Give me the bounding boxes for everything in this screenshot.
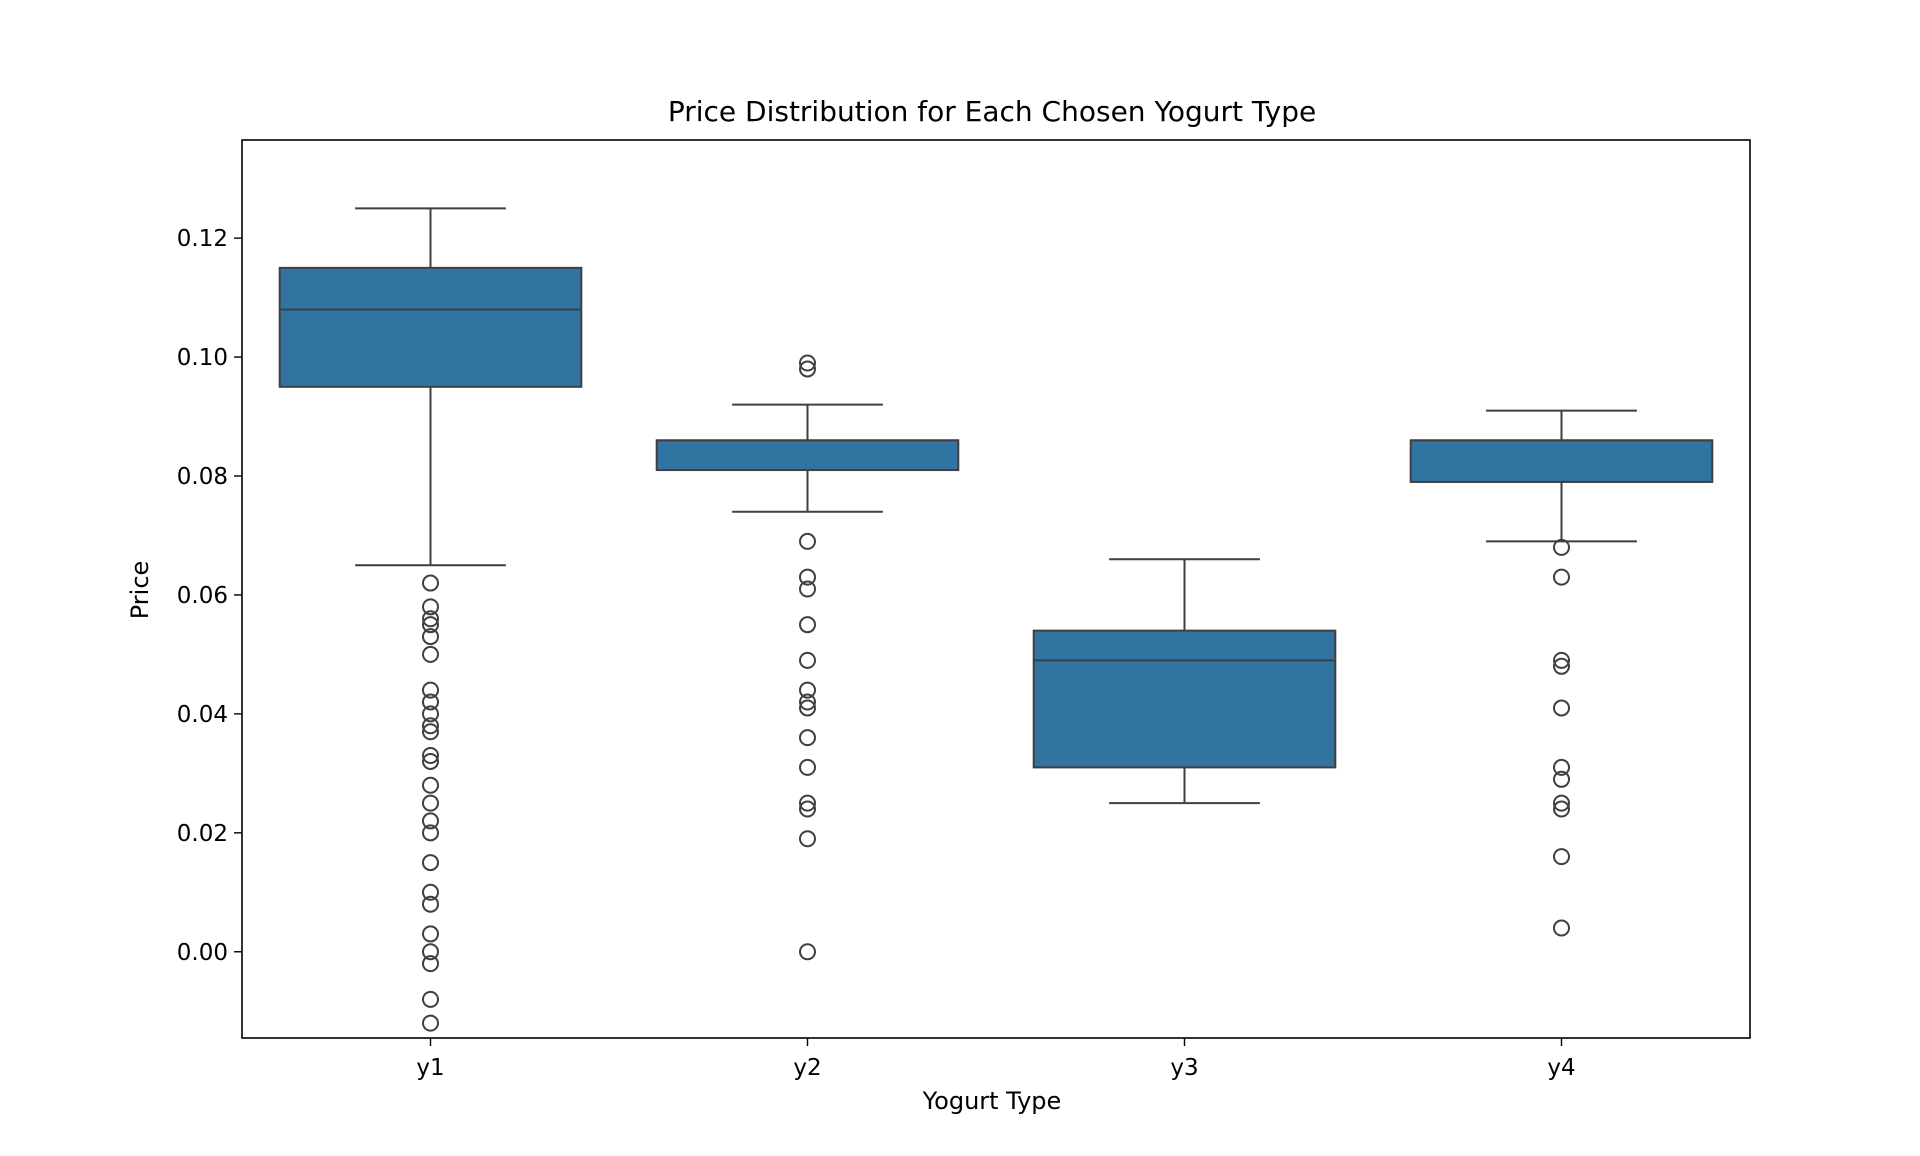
outlier-point	[422, 628, 439, 646]
chart-title: Price Distribution for Each Chosen Yogur…	[668, 95, 1316, 128]
outlier-point	[799, 693, 816, 711]
y-tick-label: 0.08	[177, 464, 228, 490]
outlier-point	[799, 794, 816, 812]
y-tick-label: 0.02	[177, 821, 228, 847]
outlier-point	[422, 943, 439, 961]
outlier-point	[422, 574, 439, 592]
outlier-point	[422, 824, 439, 842]
outlier-point	[422, 616, 439, 634]
x-axis: y1 y2 y3 y4	[416, 1038, 1576, 1081]
outlier-point	[1553, 919, 1570, 937]
outlier-point	[799, 699, 816, 717]
outlier-point	[422, 598, 439, 616]
outlier-point	[1553, 848, 1570, 866]
outlier-point	[1553, 699, 1570, 717]
outlier-point	[422, 610, 439, 628]
box-group-y4	[1409, 409, 1714, 937]
y-tick-label: 0.04	[177, 702, 228, 728]
outlier-point	[422, 883, 439, 901]
outlier-point	[422, 776, 439, 794]
box-y3	[1032, 629, 1337, 769]
outlier-point	[422, 747, 439, 765]
y-tick-label: 0.00	[177, 940, 228, 966]
box-group-y2	[655, 354, 960, 961]
box-y4	[1409, 439, 1714, 483]
box-y1	[278, 266, 583, 388]
plot-area	[278, 207, 1714, 1032]
box-group-y3	[1032, 558, 1337, 805]
outlier-point	[799, 800, 816, 818]
outlier-point	[1553, 538, 1570, 556]
outlier-point	[799, 568, 816, 586]
x-tick-label: y3	[1170, 1055, 1198, 1081]
outlier-point	[1553, 770, 1570, 788]
outlier-point	[799, 360, 816, 378]
y-axis-label: Price	[126, 561, 154, 620]
outlier-point	[799, 943, 816, 961]
outlier-point	[422, 723, 439, 741]
outlier-point	[422, 1014, 439, 1032]
outlier-point	[422, 794, 439, 812]
y-tick-label: 0.10	[177, 345, 228, 371]
y-axis: 0.00 0.02 0.04 0.06 0.08 0.10 0.12	[177, 226, 242, 966]
outlier-point	[422, 693, 439, 711]
outlier-point	[1553, 758, 1570, 776]
plot-frame	[241, 139, 1751, 1039]
outlier-point	[1553, 568, 1570, 586]
outlier-point	[422, 717, 439, 735]
x-tick-label: y2	[793, 1055, 821, 1081]
outlier-point	[799, 354, 816, 372]
outlier-point	[1553, 651, 1570, 669]
outlier-point	[422, 895, 439, 913]
outlier-point	[799, 616, 816, 634]
x-tick-label: y1	[416, 1055, 444, 1081]
x-axis-label: Yogurt Type	[922, 1087, 1062, 1115]
outlier-point	[799, 580, 816, 598]
outlier-point	[799, 681, 816, 699]
outlier-point	[422, 681, 439, 699]
outlier-point	[422, 705, 439, 723]
outlier-point	[799, 729, 816, 747]
outlier-point	[422, 812, 439, 830]
outlier-point	[1553, 794, 1570, 812]
y-tick-label: 0.12	[177, 226, 228, 252]
y-tick-label: 0.06	[177, 583, 228, 609]
outlier-point	[422, 925, 439, 943]
outlier-point	[422, 854, 439, 872]
outlier-point	[1553, 657, 1570, 675]
outlier-point	[422, 955, 439, 973]
outlier-point	[422, 645, 439, 663]
outlier-point	[1553, 800, 1570, 818]
outlier-point	[799, 651, 816, 669]
box-group-y1	[278, 207, 583, 1032]
box-y2	[655, 439, 960, 472]
outlier-point	[799, 532, 816, 550]
x-tick-label: y4	[1547, 1055, 1575, 1081]
outlier-point	[422, 990, 439, 1008]
outlier-point	[799, 758, 816, 776]
outlier-point	[422, 752, 439, 770]
outlier-point	[799, 830, 816, 848]
